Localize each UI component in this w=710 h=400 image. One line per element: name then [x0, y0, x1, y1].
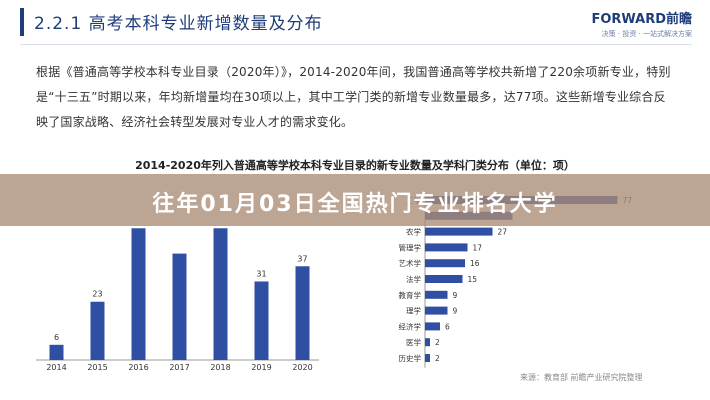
year-bar: [131, 228, 146, 360]
logo-tagline: 决策 · 投资 · 一站式解决方案: [601, 30, 692, 38]
bar-value-label: 9: [453, 291, 458, 300]
header: 2.2.1 高考本科专业新增数量及分布 FORWARD前瞻 决策 · 投资 · …: [0, 0, 710, 46]
discipline-bar: [425, 227, 493, 236]
discipline-bar: [425, 275, 463, 283]
x-tick-label: 2015: [87, 363, 107, 372]
bar-value-label: 2: [435, 354, 440, 363]
logo-text: FORWARD前瞻: [591, 12, 692, 27]
x-tick-label: 2016: [128, 363, 148, 372]
overlay-banner: [0, 174, 710, 226]
category-label: 法学: [406, 274, 421, 284]
category-label: 经济学: [399, 321, 422, 331]
discipline-bar: [425, 306, 448, 315]
bar-value-label: 17: [473, 243, 483, 252]
bar-value-label: 31: [256, 269, 266, 278]
year-bar: [49, 344, 64, 360]
discipline-bar: [425, 322, 440, 331]
bar-value-label: 37: [297, 254, 307, 263]
year-bar: [295, 266, 310, 360]
discipline-bar: [425, 243, 468, 252]
year-bar: [213, 228, 228, 360]
x-tick-label: 2020: [292, 363, 312, 372]
discipline-bar: [425, 354, 430, 362]
bar-value-label: 6: [54, 333, 59, 342]
year-bar: [90, 301, 105, 360]
bar-value-label: 27: [498, 228, 508, 237]
x-tick-label: 2018: [210, 363, 230, 372]
category-label: 农学: [406, 227, 421, 237]
category-label: 历史学: [399, 353, 422, 363]
year-bar: [254, 281, 269, 360]
category-label: 教育学: [399, 290, 422, 300]
category-label: 理学: [406, 306, 421, 316]
bar-value-label: 9: [453, 307, 458, 316]
bar-value-label: 15: [468, 275, 478, 284]
category-label: 艺术学: [399, 258, 422, 268]
discipline-bar: [425, 338, 430, 347]
header-accent-bar: [20, 8, 24, 36]
discipline-bar: [425, 290, 448, 299]
year-bar: [172, 253, 187, 360]
bar-value-label: 23: [92, 290, 102, 299]
discipline-bar: [425, 259, 465, 268]
chart-title: 2014-2020年列入普通高等学校本科专业目录的新专业数量及学科门类分布（单位…: [135, 159, 575, 172]
bar-value-label: 16: [470, 259, 480, 268]
bar-value-label: 2: [435, 338, 440, 347]
banner-text: 往年01月03日全国热门专业排名大学: [152, 192, 558, 217]
x-tick-label: 2019: [251, 363, 271, 372]
category-label: 管理学: [399, 242, 422, 252]
forward-logo: FORWARD前瞻 决策 · 投资 · 一站式解决方案: [591, 8, 692, 39]
header-divider: [20, 44, 692, 45]
x-tick-label: 2014: [46, 363, 66, 372]
description-paragraph: 根据《普通高等学校本科专业目录（2020年）》，2014-2020年间，我国普通…: [36, 65, 671, 129]
source-note: 来源：教育部 前瞻产业研究院整理: [520, 373, 643, 382]
page-title: 2.2.1 高考本科专业新增数量及分布: [34, 14, 323, 34]
category-label: 医学: [406, 337, 421, 347]
x-tick-label: 2017: [169, 363, 189, 372]
bar-value-label: 6: [445, 322, 450, 331]
